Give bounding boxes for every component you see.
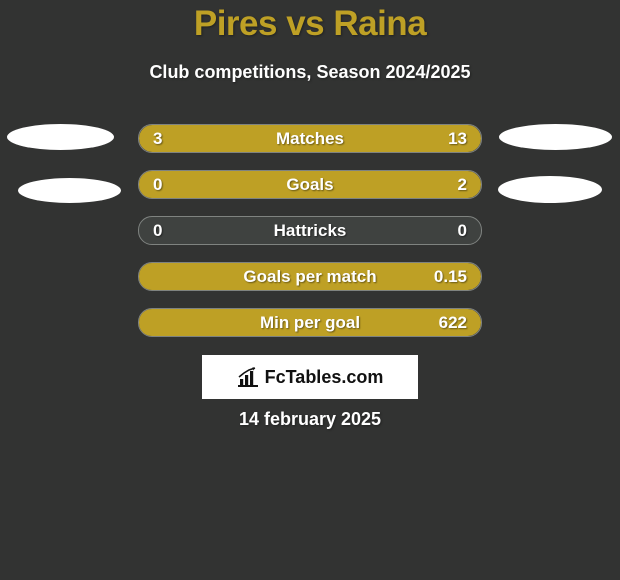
bar-fill-right [139,171,481,198]
bar-track: 0.15Goals per match [138,262,482,291]
logo-text: FcTables.com [265,367,384,388]
stat-row: 313Matches [138,124,482,153]
fctables-logo: FcTables.com [202,355,418,399]
right-value: 622 [439,309,467,336]
stat-row: 0 0Hattricks [138,216,482,245]
date-label: 14 february 2025 [0,409,620,430]
bar-chart-icon [237,367,259,387]
stat-row: 622Min per goal [138,308,482,337]
left-value: 0 [153,217,162,244]
right-value: 13 [448,125,467,152]
player-badge-placeholder [7,124,114,150]
bar-track: 313Matches [138,124,482,153]
comparison-bars: 313Matches02Goals00Hattricks0.15Goals pe… [138,124,482,337]
stat-label: Hattricks [139,217,481,244]
subtitle: Club competitions, Season 2024/2025 [0,62,620,83]
stat-row: 0.15Goals per match [138,262,482,291]
player-badge-placeholder [18,178,121,203]
left-value: 0 [153,171,162,198]
right-value: 0 [458,217,467,244]
bar-track: 02Goals [138,170,482,199]
bar-fill-right [203,125,481,152]
page-title: Pires vs Raina [0,4,620,44]
bar-track: 0 0Hattricks [138,216,482,245]
stat-row: 02Goals [138,170,482,199]
bar-track: 622Min per goal [138,308,482,337]
player-badge-placeholder [498,176,602,203]
left-value: 3 [153,125,162,152]
bar-fill-right [139,309,481,336]
player-badge-placeholder [499,124,612,150]
right-value: 0.15 [434,263,467,290]
right-value: 2 [458,171,467,198]
bar-fill-left [139,125,203,152]
bar-fill-right [139,263,481,290]
